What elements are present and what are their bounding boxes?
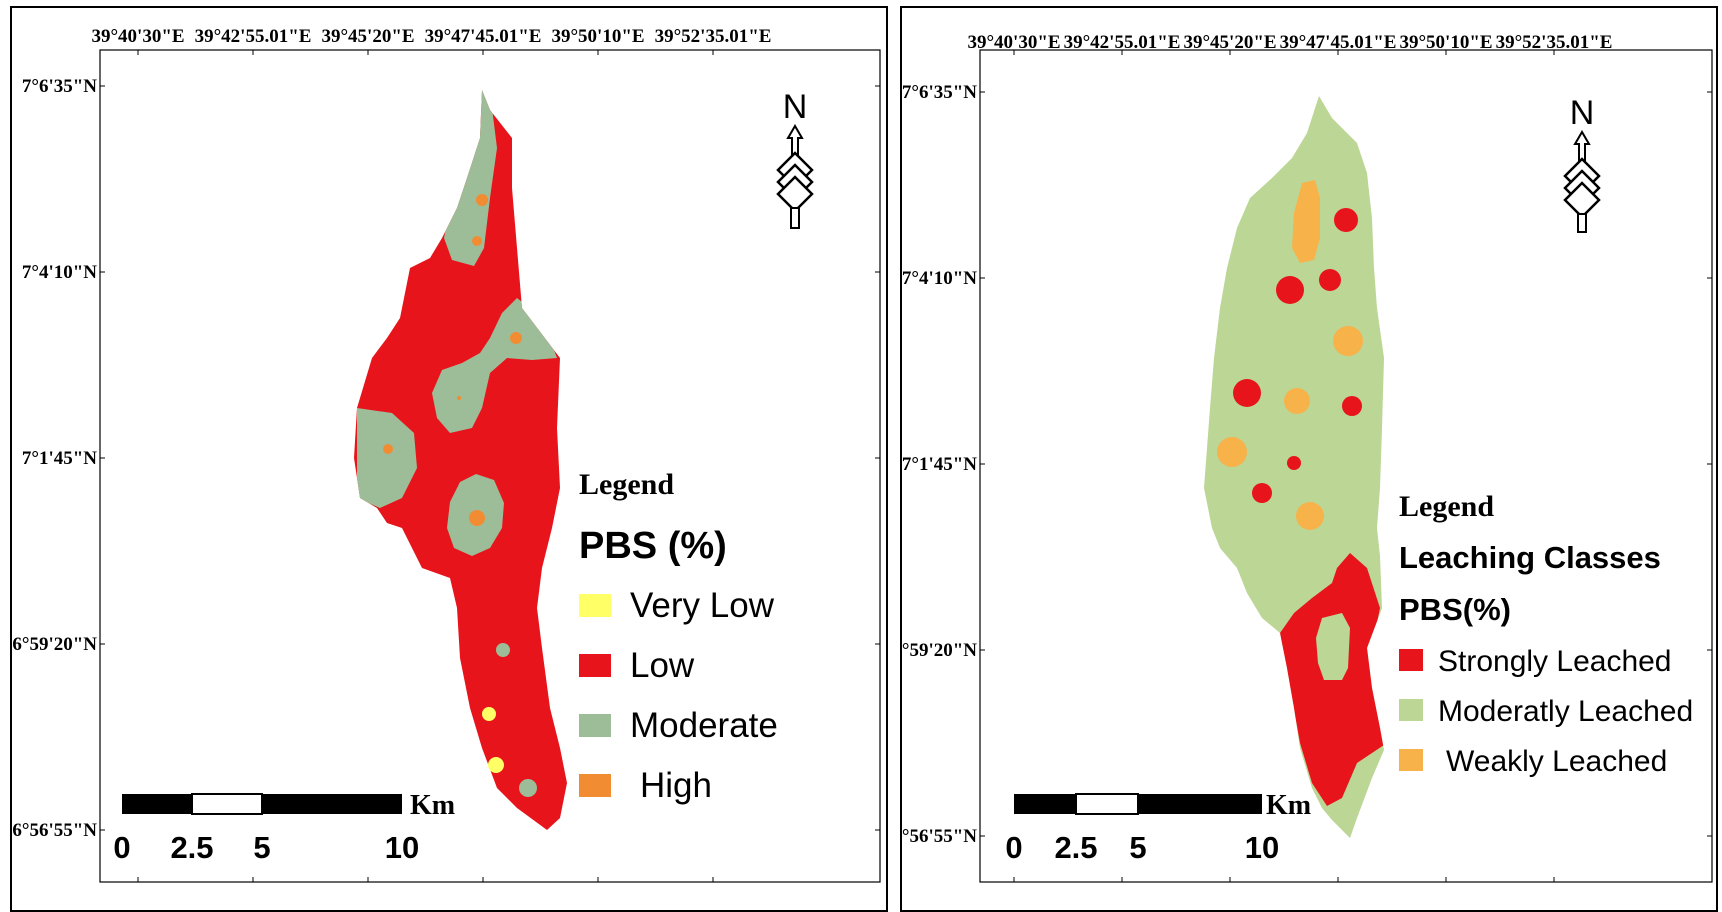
north-arrow-icon: N [776,88,814,229]
legend-label-weakly-leached: Weakly Leached [1446,745,1667,778]
scale-label: 10 [1245,830,1279,865]
moderate-zone [444,90,497,266]
strongly-leached-spot [1334,208,1358,232]
legend-label-strongly-leached: Strongly Leached [1438,645,1672,678]
longitude-label: 39°42'55.01"E [195,26,312,47]
longitude-label: 39°52'35.01"E [1496,32,1613,53]
svg-text:N: N [783,88,808,126]
longitude-label: 39°50'10"E [551,26,644,47]
moderate-zone [357,408,417,508]
high-spot [476,194,488,206]
longitude-label: 39°40'30"E [967,32,1060,53]
latitude-label: 7°6'35"N [902,82,977,103]
longitude-label: 39°45'20"E [321,26,414,47]
latitude-label: 7°4'10"N [902,268,977,289]
high-spot [469,510,485,526]
latitude-label: 7°1'45"N [902,454,977,475]
strongly-leached-spot [1233,379,1261,407]
legend-swatch-high [579,774,611,797]
strongly-leached-spot [1319,269,1341,291]
longitude-label: 39°50'10"E [1399,32,1492,53]
longitude-label: 39°42'55.01"E [1064,32,1181,53]
scale-bar: Km 0 2.5 5 10 [1005,790,1311,865]
weakly-leached-spot [1292,180,1320,263]
strongly-leached-spot [1252,483,1272,503]
legend-heading: PBS (%) [579,525,727,567]
high-spot [472,236,482,246]
leaching-map-svg: 39°40'30"E 39°42'55.01"E 39°45'20"E 39°4… [902,32,1713,883]
legend-swatch-strongly-leached [1399,649,1423,671]
legend-label-very-low: Very Low [630,586,775,625]
legend-swatch-moderately-leached [1399,699,1423,721]
legend-label-moderate: Moderate [630,706,778,745]
moderate-spot [496,643,510,657]
moderate-zone [432,298,557,433]
latitude-label: 7°6'35"N [22,76,97,97]
study-area-map [354,90,567,830]
scale-label: 0 [1005,830,1022,865]
weakly-leached-spot [1284,388,1310,414]
moderate-spot [519,779,537,797]
scale-label: 2.5 [1054,830,1097,865]
longitude-label: 39°45'20"E [1183,32,1276,53]
low-zone [354,90,567,830]
legend-title: Legend [579,468,674,501]
very-low-spot [488,757,504,773]
legend-label-moderately-leached: Moderatly Leached [1438,695,1693,728]
scale-unit: Km [410,790,455,821]
map-legend: Legend PBS (%) Very Low Low Moderate Hig… [579,468,778,805]
map-frame [979,49,1713,883]
scale-label: 10 [385,830,419,865]
latitude-label: 6°59'20"N [902,640,977,661]
high-spot [457,396,461,400]
high-spot [510,332,522,344]
scale-label: 2.5 [170,830,213,865]
pbs-map-panel: 39°40'30"E 39°42'55.01"E 39°45'20"E 39°4… [10,6,888,912]
legend-title: Legend [1399,490,1494,523]
weakly-leached-spot [1217,437,1247,467]
longitude-ticks [980,50,1712,882]
strongly-leached-spot [1287,456,1301,470]
latitude-label: 7°4'10"N [22,262,97,283]
legend-heading: Leaching Classes [1399,540,1661,575]
very-low-spot [482,707,496,721]
scale-unit: Km [1266,790,1311,821]
strongly-leached-spot [1276,276,1304,304]
weakly-leached-spot [1333,326,1363,356]
leaching-map-panel: 39°40'30"E 39°42'55.01"E 39°45'20"E 39°4… [900,6,1718,912]
longitude-label: 39°47'45.01"E [425,26,542,47]
longitude-ticks [100,50,880,882]
legend-swatch-very-low [579,594,611,617]
pbs-map-svg: 39°40'30"E 39°42'55.01"E 39°45'20"E 39°4… [12,26,881,883]
map-frame [99,49,881,883]
strongly-leached-spot [1342,396,1362,416]
svg-text:N: N [1570,94,1595,132]
legend-heading: PBS(%) [1399,592,1511,627]
map-legend: Legend Leaching Classes PBS(%) Strongly … [1399,490,1693,778]
legend-swatch-low [579,654,611,677]
latitude-label: 6°56'55"N [902,826,977,847]
weakly-leached-spot [1296,502,1324,530]
legend-label-high: High [640,766,712,805]
scale-label: 5 [1129,830,1146,865]
scale-label: 5 [253,830,270,865]
legend-label-low: Low [630,646,695,685]
study-area-map [1204,96,1384,838]
moderately-leached-zone [1316,613,1350,680]
north-arrow-icon: N [1563,94,1601,233]
latitude-label: 7°1'45"N [22,448,97,469]
legend-swatch-moderate [579,714,611,737]
longitude-label: 39°47'45.01"E [1280,32,1397,53]
latitude-label: 6°59'20"N [12,634,97,655]
high-spot [383,444,393,454]
scale-bar: Km 0 2.5 5 10 [113,790,455,865]
latitude-label: 6°56'55"N [12,820,97,841]
scale-label: 0 [113,830,130,865]
longitude-label: 39°52'35.01"E [655,26,772,47]
longitude-label: 39°40'30"E [91,26,184,47]
legend-swatch-weakly-leached [1399,749,1423,771]
